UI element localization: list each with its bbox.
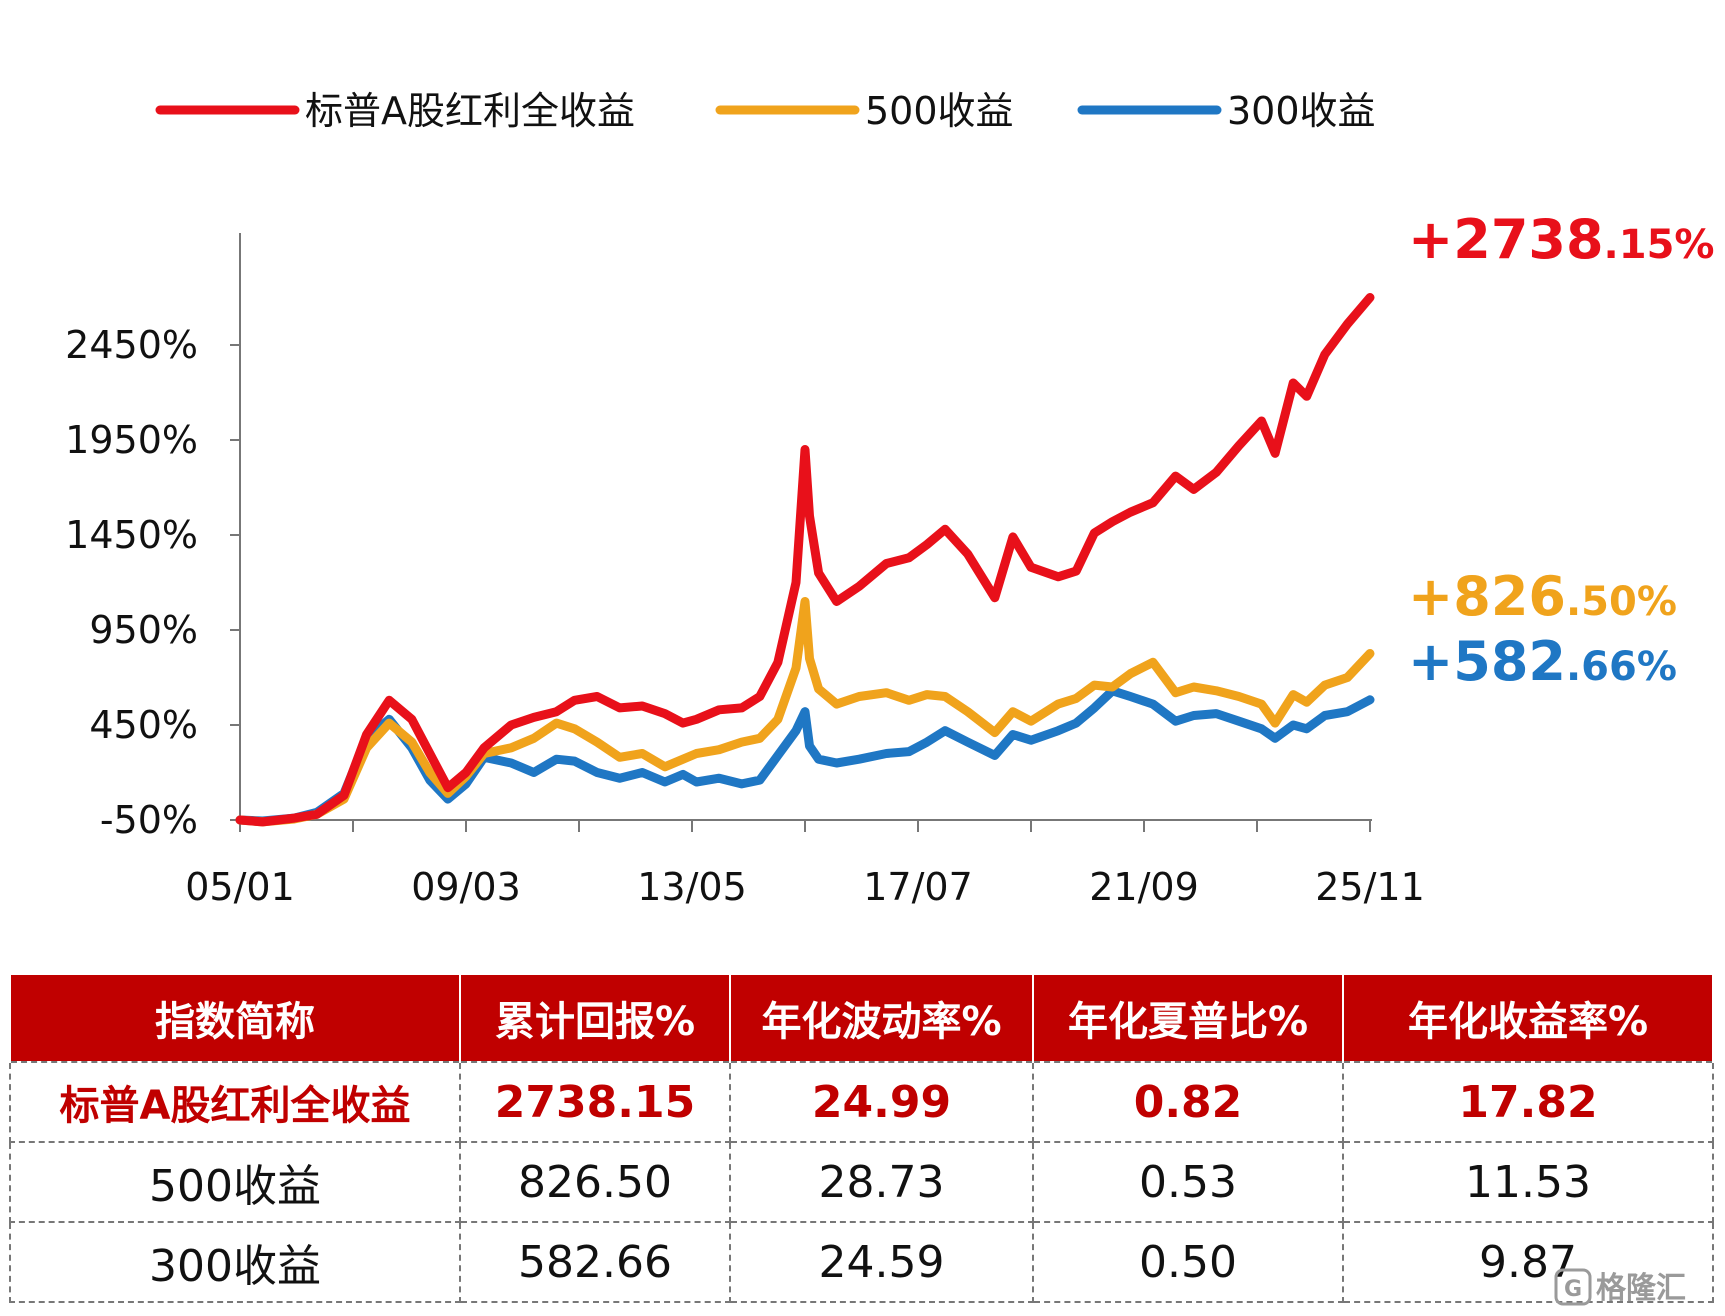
end-value-label: +2738.15% [1408, 208, 1714, 271]
cell-volatility: 24.99 [729, 1061, 1034, 1143]
y-tick-label: 2450% [65, 323, 198, 367]
svg-text:G: G [1564, 1277, 1582, 1302]
y-tick-label: 1450% [65, 513, 198, 557]
cell-cumulative: 582.66 [459, 1221, 731, 1303]
x-tick-label: 05/01 [185, 865, 295, 909]
table-row: 标普A股红利全收益 2738.15 24.99 0.82 17.82 [9, 1061, 1714, 1143]
cell-volatility: 24.59 [729, 1221, 1034, 1303]
y-tick-label: 1950% [65, 418, 198, 462]
header-index-name: 指数简称 [9, 975, 461, 1062]
x-tick-label: 25/11 [1315, 865, 1425, 909]
cell-name: 500收益 [9, 1141, 461, 1223]
x-tick-label: 17/07 [863, 865, 973, 909]
legend-label: 300收益 [1227, 89, 1376, 133]
axes: -50% 450% 950% 1450% 1950% 2450% 05/01 09/03 13/… [65, 233, 1425, 909]
table-header-row: 指数简称 累计回报% 年化波动率% 年化夏普比% 年化收益率% [9, 975, 1714, 1062]
end-value-label: +582.66% [1408, 630, 1677, 693]
end-labels: +2738.15% +826.50%+582.66% [1408, 208, 1714, 693]
series-line [235, 686, 1375, 826]
cell-name: 标普A股红利全收益 [9, 1061, 461, 1143]
line-chart: 标普A股红利全收益 500收益 300收益 -50% 450% 950% 1450% 195… [65, 89, 1714, 909]
table-row: 300收益 582.66 24.59 0.50 9.87 [9, 1221, 1714, 1303]
legend-label: 标普A股红利全收益 [305, 89, 635, 133]
stats-table: 指数简称 累计回报% 年化波动率% 年化夏普比% 年化收益率% 标普A股红利全收… [9, 975, 1714, 1303]
y-tick-label: 450% [89, 703, 198, 747]
header-annual-sharpe: 年化夏普比% [1032, 975, 1344, 1062]
x-tick-label: 21/09 [1089, 865, 1199, 909]
table-row: 500收益 826.50 28.73 0.53 11.53 [9, 1141, 1714, 1223]
cell-return: 9.87 [1342, 1221, 1714, 1303]
y-tick-label: 950% [89, 608, 198, 652]
series-line [235, 293, 1375, 827]
cell-sharpe: 0.53 [1032, 1141, 1344, 1223]
cell-volatility: 28.73 [729, 1141, 1034, 1223]
cell-cumulative: 826.50 [459, 1141, 731, 1223]
cell-sharpe: 0.50 [1032, 1221, 1344, 1303]
cell-cumulative: 2738.15 [459, 1061, 731, 1143]
watermark-logo: G 格隆汇 [1554, 1268, 1686, 1306]
header-annual-return: 年化收益率% [1342, 975, 1714, 1062]
series-lines [235, 293, 1375, 827]
legend-label: 500收益 [865, 89, 1014, 133]
cell-sharpe: 0.82 [1032, 1061, 1344, 1143]
header-annual-volatility: 年化波动率% [729, 975, 1034, 1062]
svg-text:格隆汇: 格隆汇 [1596, 1271, 1686, 1306]
cell-return: 11.53 [1342, 1141, 1714, 1223]
cell-return: 17.82 [1342, 1061, 1714, 1143]
x-tick-label: 13/05 [637, 865, 747, 909]
legend: 标普A股红利全收益 500收益 300收益 [155, 89, 1376, 133]
header-cumulative-return: 累计回报% [459, 975, 731, 1062]
x-tick-label: 09/03 [411, 865, 521, 909]
y-tick-label: -50% [100, 798, 198, 842]
end-value-label: +826.50% [1408, 565, 1677, 628]
cell-name: 300收益 [9, 1221, 461, 1303]
